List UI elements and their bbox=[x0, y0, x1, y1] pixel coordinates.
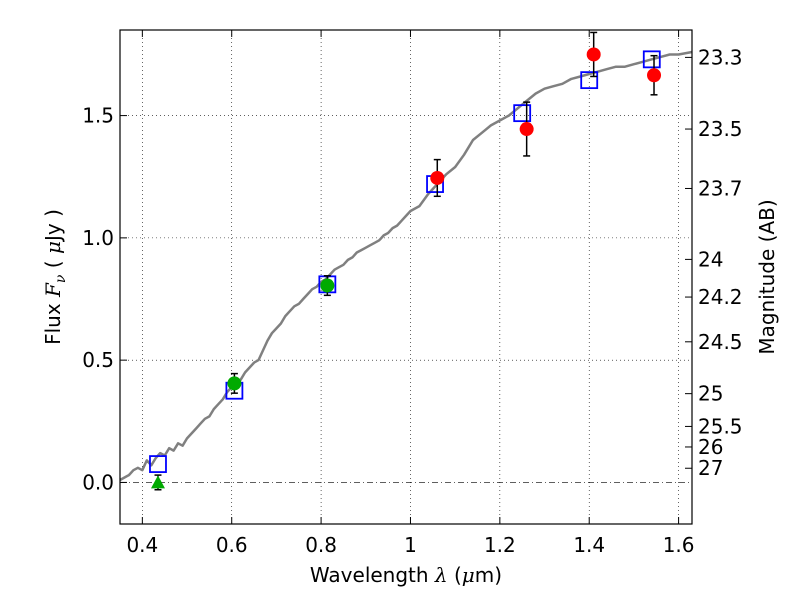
y2-tick-label: 24.5 bbox=[698, 330, 743, 354]
data-point bbox=[227, 376, 242, 391]
x-tick-label: 1.6 bbox=[663, 533, 695, 557]
data-point bbox=[586, 47, 601, 62]
model-square bbox=[149, 455, 167, 473]
upper-limit-triangle bbox=[150, 475, 165, 489]
plot-frame bbox=[119, 29, 693, 525]
spectrum-line bbox=[119, 50, 693, 482]
y2-tick-label: 25 bbox=[698, 382, 723, 406]
x-tick-label: 0.4 bbox=[126, 533, 158, 557]
model-square bbox=[580, 71, 599, 90]
x-axis-label: Wavelength λ (μm) bbox=[310, 563, 502, 587]
y2-tick-label: 26 bbox=[698, 435, 723, 459]
y-tick-label: 1.5 bbox=[82, 104, 114, 128]
model-square bbox=[642, 50, 661, 69]
data-point bbox=[519, 122, 534, 137]
y2-tick-label: 23.7 bbox=[698, 176, 743, 200]
y2-axis-label: Magnitude (AB) bbox=[755, 199, 779, 354]
y2-tick-label: 23.5 bbox=[698, 117, 743, 141]
y-tick-label: 1.0 bbox=[82, 226, 114, 250]
x-tick-label: 1 bbox=[404, 533, 417, 557]
model-square bbox=[513, 104, 532, 123]
x-tick-label: 1.2 bbox=[484, 533, 516, 557]
y-tick-label: 0.0 bbox=[82, 470, 114, 494]
x-tick-label: 0.6 bbox=[216, 533, 248, 557]
ticks: 0.4 0.6 0.8 1 1.2 1.4 1.6 0.0 0.5 1.0 1.5 23.3 23.5 2… bbox=[82, 30, 743, 557]
y2-tick-label: 25.5 bbox=[698, 414, 743, 438]
y2-tick-label: 23.3 bbox=[698, 45, 743, 69]
y-tick-label: 0.5 bbox=[82, 348, 114, 372]
y2-tick-label: 24 bbox=[698, 247, 723, 271]
x-tick-label: 0.8 bbox=[305, 533, 337, 557]
y2-tick-label: 27 bbox=[698, 456, 723, 480]
data-point bbox=[430, 170, 445, 185]
y-axis-label: Flux Fν ( μJy ) bbox=[41, 209, 69, 345]
data-point bbox=[320, 278, 335, 293]
data-point bbox=[647, 68, 662, 83]
x-tick-label: 1.4 bbox=[573, 533, 605, 557]
grid-lines bbox=[120, 30, 692, 524]
y2-tick-label: 24.2 bbox=[698, 285, 743, 309]
data-layer bbox=[119, 31, 693, 491]
